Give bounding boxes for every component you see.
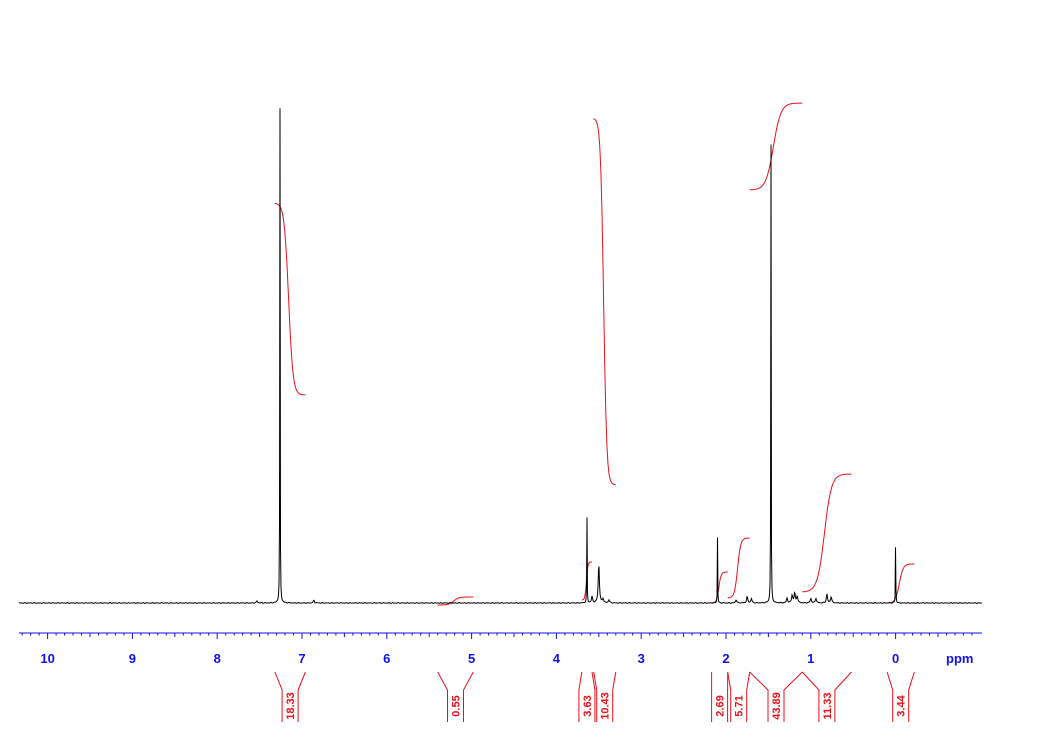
integral-bracket: 10.43 [593,671,617,722]
integral-bracket-lines [749,671,803,722]
integral-labels: 18.33 0.55 3.63 10.43 2.69 5.71 43.89 11.33 3.44 [274,671,915,722]
integral-bracket-lines [593,671,617,722]
integral-curve [711,571,728,604]
integral-bracket-lines [711,671,729,722]
integral-bracket: 18.33 [274,671,306,722]
integral-value-label: 10.43 [600,692,612,720]
integral-bracket-lines [274,671,306,722]
x-tick-label: 9 [129,651,136,666]
integral-curves [274,102,915,606]
integral-value-label: 18.33 [285,692,297,720]
integral-value-label: 3.44 [896,694,908,716]
integral-bracket-lines [578,671,596,722]
x-tick-label: 8 [214,651,221,666]
integral-bracket: 3.44 [886,671,915,722]
x-tick-label: 2 [722,651,729,666]
integral-value-label: 43.89 [771,692,783,720]
integral-value-label: 5.71 [734,695,746,716]
integral-value-label: 0.55 [451,695,463,716]
integral-value-label: 11.33 [822,693,834,720]
integral-curve [749,102,803,191]
integral-curve [727,537,750,599]
x-tick-label: 3 [638,651,645,666]
integral-bracket: 2.69 [711,671,729,722]
integral-bracket: 43.89 [749,671,803,722]
x-tick-label: 1 [807,651,814,666]
integral-bracket-lines [801,671,852,722]
integral-curve [593,118,616,486]
integral-bracket: 0.55 [437,671,474,722]
x-tick-label: 7 [298,651,305,666]
x-tick-label: 5 [468,651,475,666]
integral-bracket: 3.63 [578,671,596,722]
x-tick-label: 6 [383,651,390,666]
integral-bracket-lines [727,671,751,722]
integral-bracket-lines [886,671,915,722]
integral-value-label: 2.69 [715,695,727,716]
integral-bracket: 11.33 [801,671,852,722]
x-tick-label: 4 [553,651,561,666]
x-tick-label: 0 [892,651,899,666]
integral-bracket-lines [437,671,474,722]
integral-curve [802,473,852,593]
integral-value-label: 3.63 [582,695,594,716]
x-tick-label: 10 [40,651,54,666]
integral-curve [887,563,915,604]
x-axis-unit-label: ppm [946,651,973,666]
x-axis: 10 9 8 7 6 5 4 3 2 1 0 [19,632,982,666]
integral-bracket: 5.71 [727,671,751,722]
integral-curve [437,596,474,606]
spectrum-trace [18,108,983,604]
